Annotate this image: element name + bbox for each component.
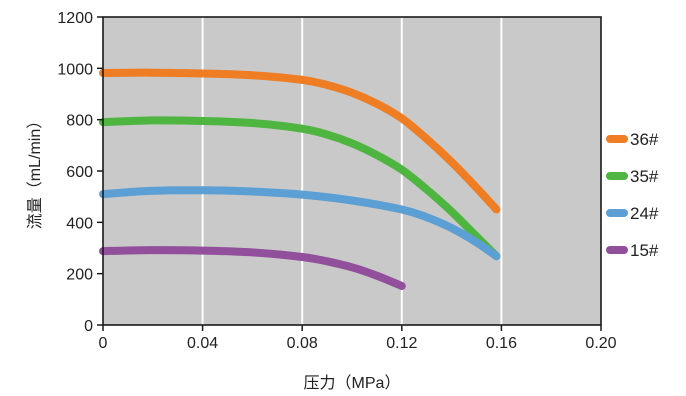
x-tick-label: 0.04 [187, 335, 218, 352]
x-tick-label: 0.08 [287, 335, 318, 352]
plot-area [103, 17, 601, 325]
x-axis-title: 压力（MPa） [304, 374, 401, 392]
y-tick-label: 0 [84, 318, 93, 335]
legend: 36# 35# 24# 15# [606, 130, 659, 260]
legend-label: 35# [630, 167, 659, 186]
legend-label: 24# [630, 204, 659, 223]
series-line-24 [99, 186, 501, 261]
x-tick-label: 0 [99, 335, 108, 352]
x-tick-label: 0.16 [486, 335, 517, 352]
y-tick-label: 600 [66, 164, 93, 181]
y-tick-label: 1200 [57, 10, 93, 27]
axes: 0 200 400 600 800 1000 1200 0 0.04 0.08 0.12 0.16 0.… [57, 10, 616, 352]
x-tick-label: 0.12 [386, 335, 417, 352]
y-tick-label: 400 [66, 215, 93, 232]
series-line-35 [99, 116, 501, 261]
legend-label: 36# [630, 130, 659, 149]
series-layer [99, 68, 501, 290]
y-axis-title: 流量（mL/min） [26, 113, 44, 229]
series-line-36 [99, 68, 501, 214]
y-tick-label: 800 [66, 113, 93, 130]
x-tick-label: 0.20 [585, 335, 616, 352]
series-line-15 [99, 246, 406, 290]
legend-label: 15# [630, 241, 659, 260]
y-tick-label: 1000 [57, 61, 93, 78]
y-tick-label: 200 [66, 267, 93, 284]
